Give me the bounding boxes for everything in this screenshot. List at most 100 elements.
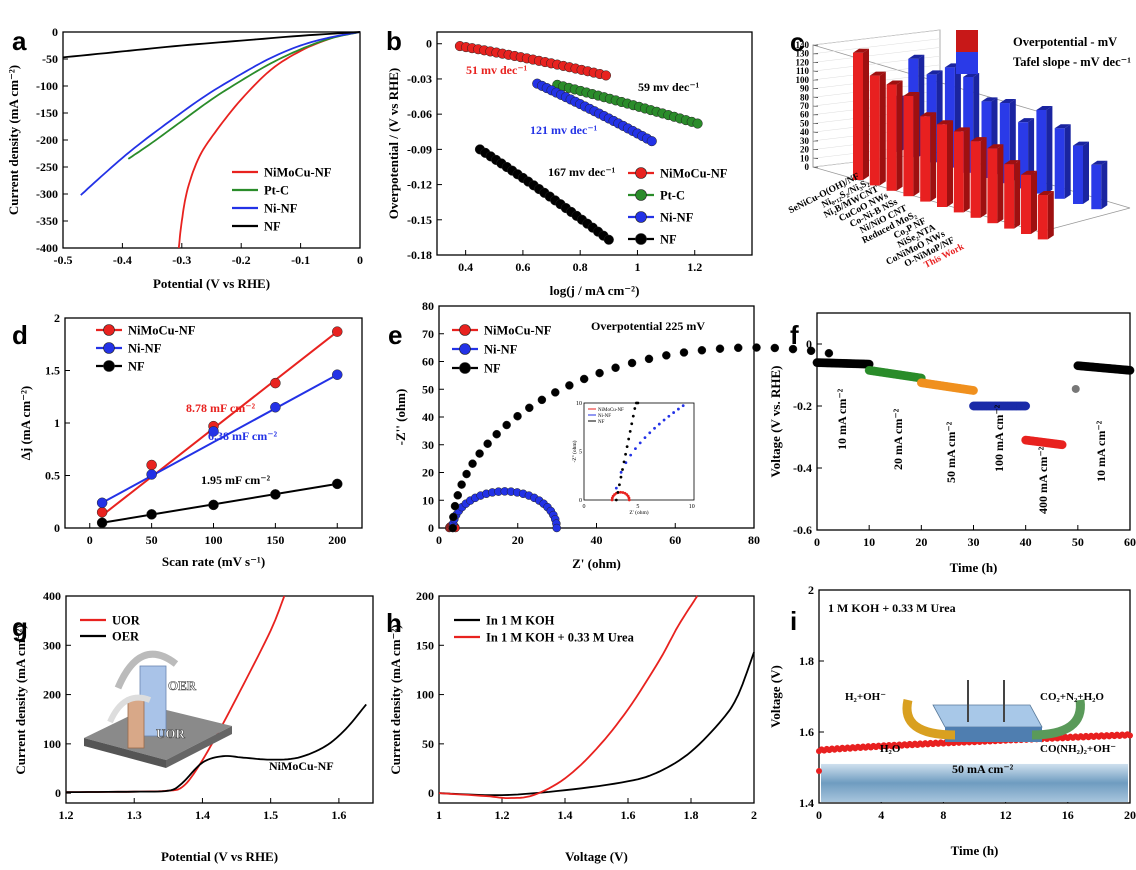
legend-marker xyxy=(635,233,647,245)
bar-top xyxy=(970,137,987,142)
bar-side xyxy=(1046,105,1053,194)
inset-point xyxy=(614,498,618,502)
right-arrow xyxy=(1031,699,1085,740)
series-line-oer xyxy=(65,703,367,794)
bar-top xyxy=(987,144,1004,149)
x-axis-label: log(j / mA cm⁻²) xyxy=(550,283,640,298)
data-point xyxy=(1057,440,1067,450)
inset-point xyxy=(657,422,661,426)
y-axis-label: Overpotential / (V vs RHE) xyxy=(386,68,401,219)
legend-label-uor: UOR xyxy=(112,614,141,628)
data-point xyxy=(146,509,157,520)
data-point xyxy=(462,469,471,479)
plot-frame xyxy=(816,312,1131,531)
y-axis-label: Δj (mA cm⁻²) xyxy=(18,386,33,461)
y-tick-label: 100 xyxy=(416,688,434,702)
x-tick-label: 150 xyxy=(266,533,284,547)
y-tick-label: -350 xyxy=(36,214,58,228)
y-tick-label: -200 xyxy=(36,133,58,147)
inset-point xyxy=(627,498,631,502)
panel-i: 0 4 8 12 16 20 1.4 1.6 1.8 2 Time (h) Voltage (V) 1 … xyxy=(768,583,1136,858)
y-tick-label: 300 xyxy=(43,638,61,652)
x-tick-label: 0 xyxy=(87,533,93,547)
legend-marker xyxy=(635,189,647,201)
y-axis-label: Voltage (V) xyxy=(768,665,783,728)
y-tick-label: -100 xyxy=(36,79,58,93)
legend-label-nimocu-nf: NiMoCu-NF xyxy=(484,324,552,338)
bar-top xyxy=(908,54,925,59)
x-tick-label: 12 xyxy=(1000,808,1012,822)
y-tick-label: -150 xyxy=(36,106,58,120)
capacitance-label: 8.78 mF cm⁻² xyxy=(186,401,256,415)
x-tick-label: -0.5 xyxy=(54,253,73,267)
floor-edge xyxy=(1039,207,1131,233)
x-tick-label: -0.2 xyxy=(232,253,251,267)
bar-side xyxy=(980,137,987,218)
panel-d: 0 50 100 150 200 0 0.5 1 1.5 2 Scan rate (mV s⁻¹) Δ… xyxy=(18,311,363,569)
current-density-label: 400 mA cm⁻² xyxy=(1036,446,1050,514)
bar-side xyxy=(997,144,1004,224)
bar-top xyxy=(1091,160,1108,165)
inset-point xyxy=(621,468,624,471)
bar-side xyxy=(930,112,937,202)
x-tick-label: 200 xyxy=(328,533,346,547)
bar-side xyxy=(1101,160,1108,210)
bar-side xyxy=(1064,124,1071,199)
bar-side xyxy=(896,80,903,191)
bar xyxy=(963,76,974,173)
bar-top xyxy=(920,112,937,117)
inset-point xyxy=(648,431,652,435)
inset-point xyxy=(638,441,642,445)
y-tick-label: 0 xyxy=(806,337,812,351)
legend-label-nimocu-nf: NiMoCu-NF xyxy=(264,166,332,180)
panel-g: 1.2 1.3 1.4 1.5 1.6 0 100 200 300 400 Potential (V… xyxy=(13,589,374,864)
y-tick-label: 1.6 xyxy=(799,725,814,739)
data-point xyxy=(806,346,816,356)
inset-y-tick: 0 xyxy=(579,498,582,504)
inset-point xyxy=(634,447,637,451)
panel-label-b: b xyxy=(386,26,402,56)
x-tick-label: 0.6 xyxy=(515,260,530,274)
bar-top xyxy=(981,97,998,102)
y-axis-label: -Z'' (ohm) xyxy=(393,389,408,446)
series-line xyxy=(438,651,755,797)
left-arrow xyxy=(902,699,956,740)
y-tick-label: 0 xyxy=(52,25,58,39)
y-tick-label: 2 xyxy=(808,583,814,597)
z-tick-label: 120 xyxy=(796,57,810,67)
data-point xyxy=(646,136,657,147)
data-point xyxy=(969,386,978,395)
oer-arc xyxy=(114,650,179,690)
x-tick-label: 60 xyxy=(1124,535,1136,549)
slope-label: 51 mv dec⁻¹ xyxy=(466,63,528,77)
legend-marker xyxy=(635,167,647,179)
plot-frame xyxy=(438,595,755,804)
x-tick-label: 1.2 xyxy=(495,808,510,822)
uor-arc xyxy=(107,694,152,724)
data-point xyxy=(733,343,743,353)
y-tick-label: 400 xyxy=(43,589,61,603)
data-point xyxy=(692,118,703,129)
bar-top xyxy=(1054,124,1071,129)
y-tick-label: 150 xyxy=(416,638,434,652)
bar xyxy=(1004,164,1015,229)
z-tick-label: 20 xyxy=(800,145,810,155)
data-point xyxy=(551,388,560,397)
bar-top xyxy=(1004,160,1021,165)
x-axis-label: Voltage (V) xyxy=(565,849,628,864)
inset-frame xyxy=(583,402,695,501)
y-tick-label: 1.5 xyxy=(45,364,60,378)
data-point xyxy=(816,768,822,775)
y-tick-label: 0.5 xyxy=(45,469,60,483)
water-background xyxy=(821,763,1128,802)
legend-label-ni-nf: Ni-NF xyxy=(128,342,162,356)
inset-point xyxy=(619,475,623,479)
panel-f: 0 10 20 30 40 50 60 0 -0.2 -0.4 -0.6 Time (h) Voltag… xyxy=(768,312,1136,575)
inset-point xyxy=(628,430,632,433)
y-tick-label: -0.2 xyxy=(793,399,812,413)
y-tick-label: 50 xyxy=(422,737,434,751)
data-point xyxy=(752,343,761,352)
data-point xyxy=(468,459,477,468)
